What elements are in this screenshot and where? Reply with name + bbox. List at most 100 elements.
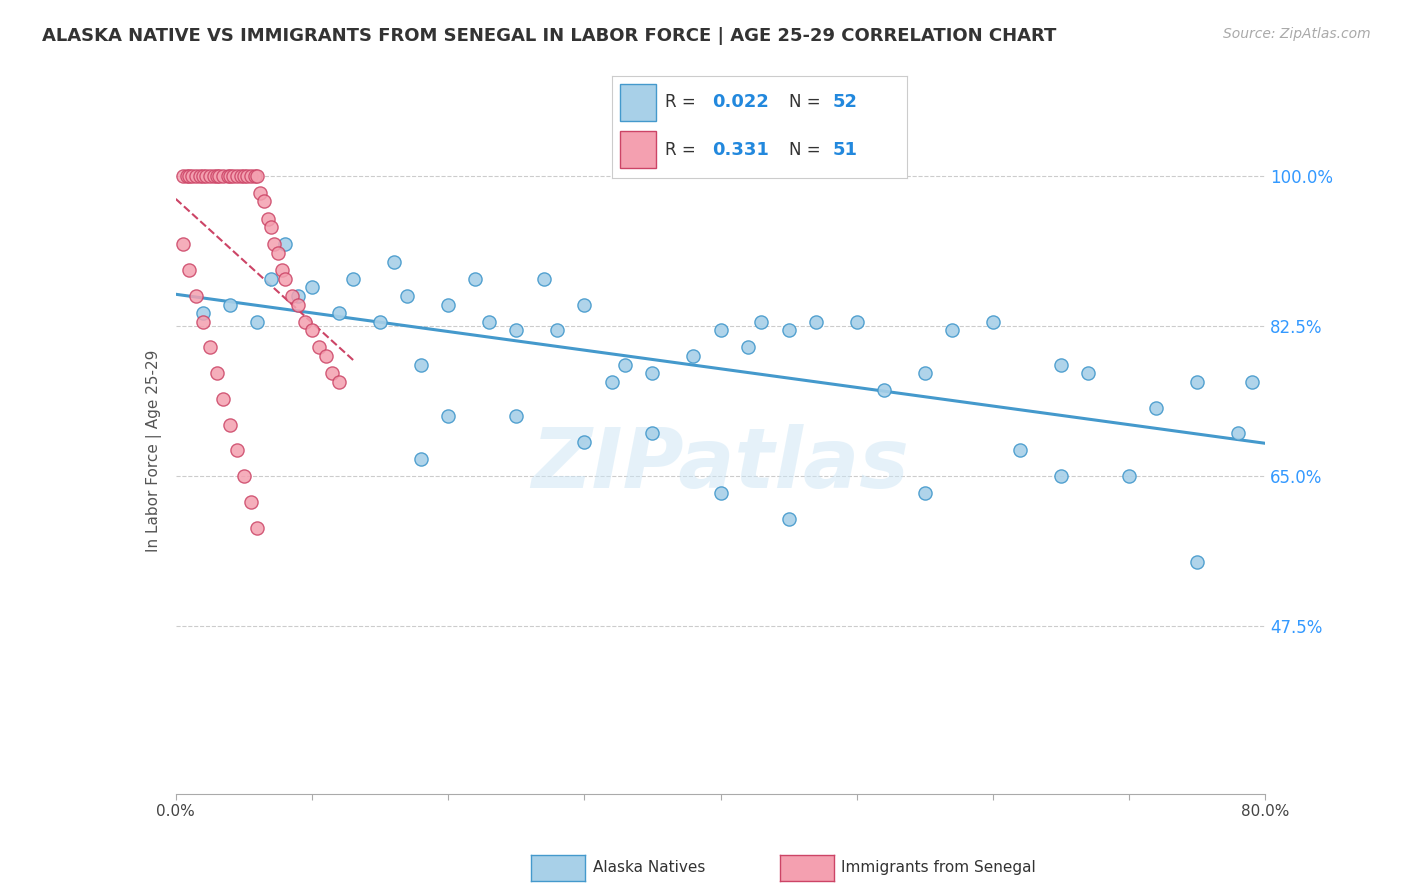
Point [226, 443, 249, 458]
Point [176, 169, 198, 183]
Point [710, 323, 733, 337]
Point [981, 315, 1004, 329]
Point [267, 246, 290, 260]
Point [232, 469, 254, 483]
Point [186, 169, 208, 183]
Point [328, 375, 350, 389]
Point [235, 169, 257, 183]
Point [226, 169, 249, 183]
Point [710, 486, 733, 500]
Point [219, 297, 242, 311]
Text: ZIPatlas: ZIPatlas [531, 424, 910, 505]
Point [409, 452, 432, 467]
Point [1187, 375, 1209, 389]
Point [1118, 469, 1140, 483]
Text: Alaska Natives: Alaska Natives [593, 861, 706, 875]
Point [778, 323, 800, 337]
Text: 0.022: 0.022 [711, 94, 769, 112]
Point [172, 169, 194, 183]
Point [1227, 426, 1250, 441]
Point [219, 169, 242, 183]
Point [198, 169, 221, 183]
Text: 0.331: 0.331 [711, 141, 769, 159]
Point [274, 271, 297, 285]
Point [737, 340, 759, 354]
Point [914, 366, 936, 380]
Point [682, 349, 704, 363]
Point [342, 271, 364, 285]
Text: Immigrants from Senegal: Immigrants from Senegal [841, 861, 1036, 875]
Point [1050, 358, 1073, 372]
Point [321, 366, 343, 380]
Point [1077, 366, 1099, 380]
Point [1144, 401, 1167, 415]
Point [172, 237, 194, 252]
Point [301, 323, 323, 337]
Point [191, 169, 214, 183]
Point [188, 169, 211, 183]
Point [191, 306, 214, 320]
Text: N =: N = [789, 94, 825, 112]
Point [382, 254, 405, 268]
Point [202, 169, 225, 183]
Point [845, 315, 868, 329]
Point [1050, 469, 1073, 483]
Point [396, 289, 419, 303]
Point [301, 280, 323, 294]
Point [181, 169, 204, 183]
Point [614, 358, 637, 372]
Text: 52: 52 [832, 94, 858, 112]
Point [205, 366, 228, 380]
Point [464, 271, 486, 285]
Point [574, 434, 596, 449]
Point [914, 486, 936, 500]
Point [212, 169, 235, 183]
Point [315, 349, 337, 363]
Point [328, 306, 350, 320]
Text: R =: R = [665, 141, 700, 159]
Point [219, 417, 242, 432]
Point [260, 220, 283, 235]
Point [208, 169, 231, 183]
Point [505, 409, 527, 424]
Point [179, 169, 201, 183]
Point [778, 512, 800, 526]
Point [198, 340, 221, 354]
Point [243, 169, 266, 183]
Point [308, 340, 330, 354]
Point [263, 237, 285, 252]
Point [804, 315, 827, 329]
Point [368, 315, 391, 329]
Text: R =: R = [665, 94, 700, 112]
Point [1187, 555, 1209, 569]
Point [641, 426, 664, 441]
Point [239, 495, 262, 509]
Point [478, 315, 501, 329]
Y-axis label: In Labor Force | Age 25-29: In Labor Force | Age 25-29 [146, 350, 162, 551]
Point [249, 186, 271, 200]
Point [260, 271, 283, 285]
Point [271, 263, 294, 277]
Point [253, 194, 276, 209]
Point [533, 271, 555, 285]
Text: 51: 51 [832, 141, 858, 159]
Point [1010, 443, 1032, 458]
Point [212, 392, 235, 406]
Point [409, 358, 432, 372]
Point [246, 169, 269, 183]
Point [600, 375, 623, 389]
Point [437, 297, 460, 311]
Point [194, 169, 217, 183]
Point [257, 211, 280, 226]
Point [546, 323, 568, 337]
Point [873, 384, 896, 398]
Point [437, 409, 460, 424]
Point [239, 169, 262, 183]
Bar [620, 84, 655, 121]
Point [641, 366, 664, 380]
Point [274, 237, 297, 252]
Point [941, 323, 963, 337]
Text: ALASKA NATIVE VS IMMIGRANTS FROM SENEGAL IN LABOR FORCE | AGE 25-29 CORRELATION : ALASKA NATIVE VS IMMIGRANTS FROM SENEGAL… [42, 27, 1056, 45]
Point [222, 169, 245, 183]
Point [231, 169, 253, 183]
